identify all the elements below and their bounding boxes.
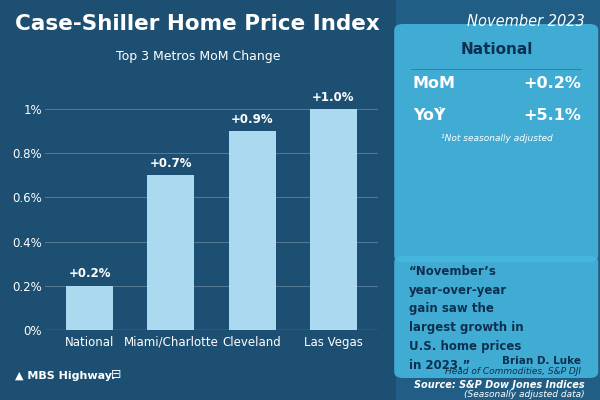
FancyBboxPatch shape — [396, 0, 600, 400]
Bar — [66, 286, 113, 330]
FancyBboxPatch shape — [0, 0, 396, 400]
Text: +0.2%: +0.2% — [68, 267, 111, 280]
Text: +0.7%: +0.7% — [149, 157, 192, 170]
Text: MoM: MoM — [413, 76, 456, 91]
Text: U.S. home prices: U.S. home prices — [409, 340, 521, 353]
Text: +0.9%: +0.9% — [231, 113, 274, 126]
Text: Head of Commodities, S&P DJI: Head of Commodities, S&P DJI — [445, 367, 581, 376]
Text: November 2023: November 2023 — [467, 14, 585, 29]
Text: +5.1%: +5.1% — [523, 108, 581, 123]
Bar — [148, 175, 194, 330]
Text: Top 3 Metros MoM Change: Top 3 Metros MoM Change — [116, 50, 280, 63]
Text: year-over-year: year-over-year — [409, 284, 508, 296]
FancyBboxPatch shape — [394, 256, 598, 378]
Bar — [229, 131, 275, 330]
Text: ▲ MBS Highway.: ▲ MBS Highway. — [15, 371, 115, 381]
Text: “November’s: “November’s — [409, 265, 497, 278]
Text: 1: 1 — [437, 107, 442, 116]
Text: gain saw the: gain saw the — [409, 302, 494, 315]
Text: +1.0%: +1.0% — [312, 91, 355, 104]
FancyBboxPatch shape — [394, 24, 598, 262]
Text: (Seasonally adjusted data): (Seasonally adjusted data) — [464, 390, 585, 399]
Text: +0.2%: +0.2% — [523, 76, 581, 91]
Text: National: National — [461, 42, 533, 57]
Text: ¹Not seasonally adjusted: ¹Not seasonally adjusted — [441, 134, 553, 143]
Text: largest growth in: largest growth in — [409, 321, 524, 334]
Text: ⊟: ⊟ — [111, 368, 121, 381]
Text: YoY: YoY — [413, 108, 445, 123]
Text: in 2023.”: in 2023.” — [409, 359, 470, 372]
Text: Source: S&P Dow Jones Indices: Source: S&P Dow Jones Indices — [415, 380, 585, 390]
Bar — [310, 109, 357, 330]
Text: Case-Shiller Home Price Index: Case-Shiller Home Price Index — [15, 14, 380, 34]
Text: Brian D. Luke: Brian D. Luke — [502, 356, 581, 366]
